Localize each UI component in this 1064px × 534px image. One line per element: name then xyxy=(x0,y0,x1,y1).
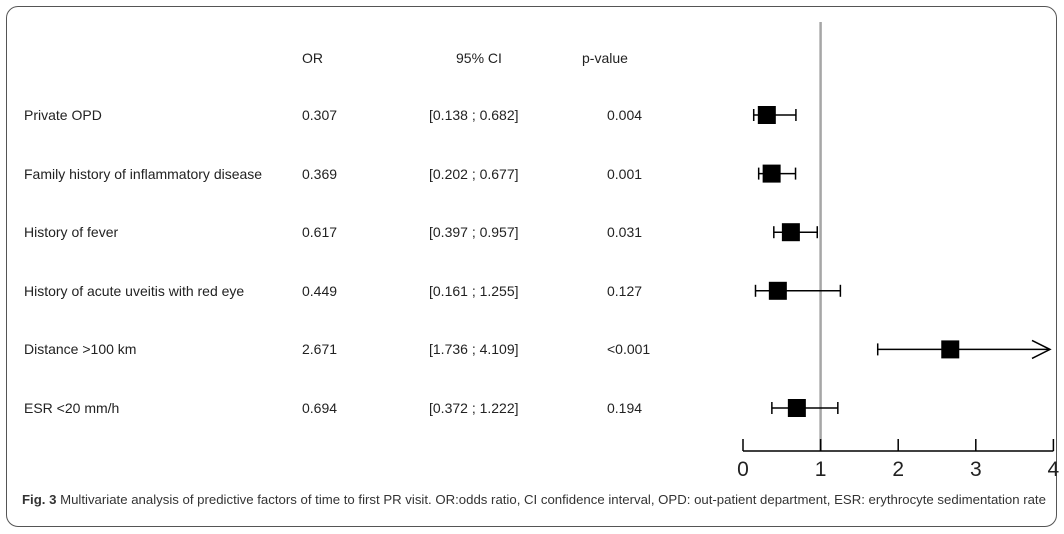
row-or-value: 0.307 xyxy=(302,107,338,123)
figure-frame xyxy=(6,6,1057,527)
caption-label: Fig. 3 xyxy=(22,492,57,507)
row-ci-value: [0.138 ; 0.682] xyxy=(429,107,519,123)
row-ci-value: [0.202 ; 0.677] xyxy=(429,165,519,182)
row-or-value: 0.449 xyxy=(302,282,338,299)
row-label: History of acute uveitis with red eye xyxy=(24,282,245,299)
row-p-value: 0.004 xyxy=(607,107,643,123)
row-p-value: 0.001 xyxy=(607,165,643,182)
row-or-value: 0.369 xyxy=(302,165,338,182)
header-or: OR xyxy=(302,50,323,66)
row-label: ESR <20 mm/h xyxy=(24,400,120,416)
x-tick-label: 2 xyxy=(892,458,904,481)
x-tick-label: 4 xyxy=(1048,458,1060,481)
row-p-value: 0.127 xyxy=(607,282,643,299)
row-ci-value: [0.372 ; 1.222] xyxy=(429,400,519,416)
row-ci-value: [0.397 ; 0.957] xyxy=(429,224,519,241)
row-p-value: 0.194 xyxy=(607,400,643,416)
row-or-value: 0.694 xyxy=(302,400,338,416)
or-marker xyxy=(941,340,960,359)
or-marker xyxy=(787,399,806,417)
row-or-value: 0.617 xyxy=(302,224,338,241)
or-marker xyxy=(781,223,800,242)
row-label: Family history of inflammatory disease xyxy=(24,165,263,182)
row-ci-value: [1.736 ; 4.109] xyxy=(429,341,519,358)
row-p-value: 0.031 xyxy=(607,224,643,241)
row-ci-value: [0.161 ; 1.255] xyxy=(429,282,519,299)
row-p-value: <0.001 xyxy=(607,341,651,358)
ci-arrow xyxy=(1031,339,1052,360)
or-marker xyxy=(768,281,787,300)
header-p-value: p-value xyxy=(582,50,628,66)
header-ci: 95% CI xyxy=(456,50,502,66)
row-label: History of fever xyxy=(24,224,119,241)
x-tick-label: 0 xyxy=(737,458,749,481)
x-tick-label: 1 xyxy=(815,458,827,481)
or-marker xyxy=(757,106,776,124)
row-or-value: 2.671 xyxy=(302,341,338,358)
row-label: Private OPD xyxy=(24,107,102,123)
row-label: Distance >100 km xyxy=(24,341,137,358)
x-tick-label: 3 xyxy=(970,458,982,481)
figure-caption: Fig. 3 Multivariate analysis of predicti… xyxy=(22,491,1052,509)
caption-text: Multivariate analysis of predictive fact… xyxy=(60,492,1046,507)
or-marker xyxy=(762,164,781,183)
